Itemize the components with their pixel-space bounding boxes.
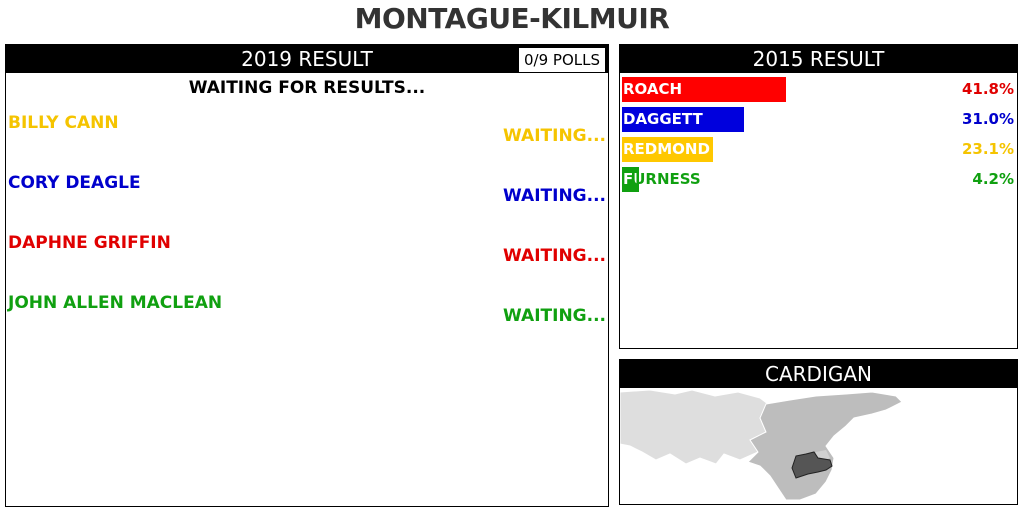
region-map-header: CARDIGAN — [620, 360, 1017, 388]
vote-share-percent: 4.2% — [972, 170, 1014, 188]
party-label: DAGGETT — [623, 110, 703, 128]
result-2015-panel: 2015 RESULT ROACH 41.8% DAGGETT 31.0% RE… — [619, 44, 1018, 349]
vote-share-bar — [622, 167, 639, 192]
party-label: ROACH — [623, 80, 683, 98]
candidate-name: CORY DEAGLE — [8, 173, 141, 193]
map-region-cardigan — [747, 391, 903, 501]
riding-map-panel: CARDIGAN — [619, 359, 1018, 505]
candidate-status: WAITING... — [503, 306, 606, 326]
candidate-status: WAITING... — [503, 126, 606, 146]
result-2015-header: 2015 RESULT — [620, 45, 1017, 73]
candidate-status: WAITING... — [503, 186, 606, 206]
waiting-for-results-text: WAITING FOR RESULTS... — [188, 78, 426, 98]
vote-share-bar — [622, 107, 744, 132]
vote-share-bar — [622, 77, 787, 102]
candidate-name: DAPHNE GRIFFIN — [8, 233, 171, 253]
candidate-name: BILLY CANN — [8, 113, 119, 133]
candidate-status: WAITING... — [503, 246, 606, 266]
result-2019-panel: 2019 RESULT 0/9 POLLS WAITING FOR RESULT… — [5, 44, 609, 507]
vote-share-percent: 23.1% — [961, 140, 1014, 158]
party-label: FURNESS — [623, 167, 701, 192]
vote-share-percent: 41.8% — [961, 80, 1014, 98]
party-label: REDMOND — [623, 140, 710, 158]
vote-share-bar — [622, 137, 713, 162]
region-map — [620, 389, 903, 501]
result-2019-header: 2019 RESULT — [6, 45, 608, 73]
polls-reported-badge: 0/9 POLLS — [518, 47, 606, 73]
map-region-west — [620, 389, 769, 465]
page-title: MONTAGUE-KILMUIR — [354, 2, 670, 35]
candidate-name: JOHN ALLEN MACLEAN — [8, 293, 223, 313]
map-riding-highlight — [791, 451, 833, 479]
vote-share-percent: 31.0% — [961, 110, 1014, 128]
